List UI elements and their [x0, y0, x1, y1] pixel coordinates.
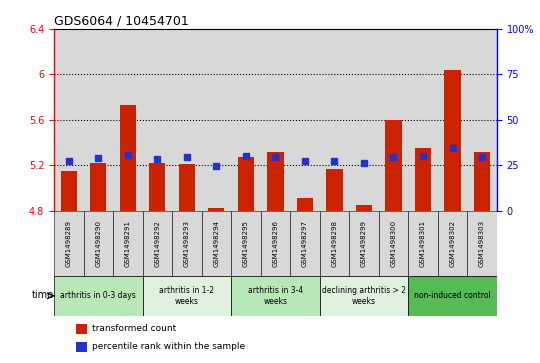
- Bar: [467, 29, 497, 211]
- Bar: [54, 211, 84, 276]
- Bar: [297, 198, 313, 211]
- Bar: [143, 211, 172, 276]
- Text: GSM1498298: GSM1498298: [332, 220, 338, 267]
- Text: GSM1498301: GSM1498301: [420, 220, 426, 267]
- Bar: [231, 29, 261, 211]
- Bar: [408, 211, 438, 276]
- Bar: [261, 29, 290, 211]
- Bar: [438, 211, 467, 276]
- Bar: [120, 105, 136, 211]
- Bar: [267, 151, 284, 211]
- Bar: [238, 157, 254, 211]
- Bar: [408, 29, 438, 211]
- Bar: [149, 163, 165, 211]
- Text: GSM1498302: GSM1498302: [449, 220, 456, 267]
- Bar: [172, 211, 201, 276]
- Text: GSM1498303: GSM1498303: [479, 220, 485, 267]
- Text: GSM1498290: GSM1498290: [95, 220, 102, 267]
- Bar: [84, 29, 113, 211]
- Text: GSM1498291: GSM1498291: [125, 220, 131, 267]
- Text: transformed count: transformed count: [92, 324, 176, 333]
- Bar: [444, 70, 461, 211]
- Text: GSM1498297: GSM1498297: [302, 220, 308, 267]
- Bar: [290, 211, 320, 276]
- Text: GSM1498299: GSM1498299: [361, 220, 367, 267]
- Bar: [379, 29, 408, 211]
- Text: GSM1498289: GSM1498289: [66, 220, 72, 267]
- Bar: [113, 29, 143, 211]
- Bar: [84, 211, 113, 276]
- Bar: [386, 120, 402, 211]
- Bar: [261, 211, 290, 276]
- Text: percentile rank within the sample: percentile rank within the sample: [92, 342, 245, 351]
- Bar: [90, 163, 106, 211]
- Text: GSM1498292: GSM1498292: [154, 220, 160, 266]
- Bar: [231, 211, 261, 276]
- Bar: [415, 148, 431, 211]
- Text: arthritis in 1-2
weeks: arthritis in 1-2 weeks: [159, 286, 214, 306]
- Text: GSM1498300: GSM1498300: [390, 220, 396, 267]
- Bar: [143, 276, 231, 316]
- Bar: [231, 276, 320, 316]
- Bar: [54, 276, 143, 316]
- Bar: [208, 208, 225, 211]
- Bar: [349, 211, 379, 276]
- Bar: [467, 211, 497, 276]
- Bar: [76, 342, 87, 352]
- Bar: [179, 164, 195, 211]
- Bar: [326, 168, 342, 211]
- Bar: [379, 211, 408, 276]
- Bar: [474, 151, 490, 211]
- Text: GDS6064 / 10454701: GDS6064 / 10454701: [54, 15, 189, 28]
- Text: GSM1498296: GSM1498296: [272, 220, 279, 267]
- Text: arthritis in 0-3 days: arthritis in 0-3 days: [60, 291, 136, 300]
- Text: GSM1498294: GSM1498294: [213, 220, 219, 266]
- Bar: [201, 29, 231, 211]
- Text: declining arthritis > 2
weeks: declining arthritis > 2 weeks: [322, 286, 406, 306]
- Bar: [438, 29, 467, 211]
- Bar: [408, 276, 497, 316]
- Bar: [60, 171, 77, 211]
- Text: arthritis in 3-4
weeks: arthritis in 3-4 weeks: [248, 286, 303, 306]
- Bar: [113, 211, 143, 276]
- Bar: [143, 29, 172, 211]
- Text: GSM1498295: GSM1498295: [243, 220, 249, 266]
- Bar: [320, 276, 408, 316]
- Bar: [320, 211, 349, 276]
- Bar: [201, 211, 231, 276]
- Bar: [320, 29, 349, 211]
- Bar: [356, 205, 372, 211]
- Text: non-induced control: non-induced control: [414, 291, 491, 300]
- Bar: [54, 29, 84, 211]
- Bar: [290, 29, 320, 211]
- Bar: [76, 324, 87, 334]
- Bar: [172, 29, 201, 211]
- Text: GSM1498293: GSM1498293: [184, 220, 190, 267]
- Bar: [349, 29, 379, 211]
- Text: time: time: [32, 290, 55, 300]
